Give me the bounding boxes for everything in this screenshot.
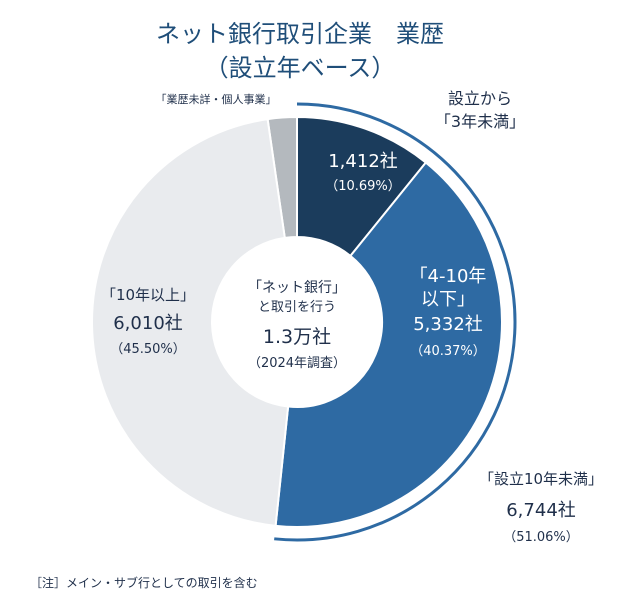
under-10-years-bracket-arc xyxy=(274,102,517,542)
value-4-10-years: 5,332社 xyxy=(413,314,483,335)
pct-under-3-years: （10.69%） xyxy=(325,179,401,194)
label-under-10-years: 「設立10年未満」 xyxy=(479,470,603,488)
chart-title-line2: （設立年ベース） xyxy=(205,54,396,82)
label-4-10-years-line1: 「4-10年 xyxy=(410,266,487,287)
center-label-line2: と取引を行う xyxy=(258,300,336,315)
donut-slices xyxy=(91,115,503,528)
label-unknown-history: 「業歴未詳・個人事業」 xyxy=(156,92,277,106)
label-under-3-years-line2: 「3年未満」 xyxy=(435,112,525,131)
pct-10-years-or-more: （45.50%） xyxy=(110,342,186,357)
footnote: ［注］メイン・サブ行としての取引を含む xyxy=(30,576,258,590)
center-survey-year: （2024年調査） xyxy=(248,356,346,371)
center-total-value: 1.3万社 xyxy=(263,326,331,348)
pct-under-10-years: （51.06%） xyxy=(503,530,579,545)
donut-hole xyxy=(212,237,382,407)
value-under-3-years: 1,412社 xyxy=(328,151,398,172)
chart-title-line1: ネット銀行取引企業 業歴 xyxy=(156,20,444,48)
pct-4-10-years: （40.37%） xyxy=(410,344,486,359)
label-4-10-years-line2: 以下」 xyxy=(421,289,475,310)
value-under-10-years: 6,744社 xyxy=(506,500,576,521)
label-under-3-years-line1: 設立から xyxy=(448,89,512,108)
center-label-line1: 「ネット銀行」 xyxy=(248,280,346,296)
label-10-years-or-more: 「10年以上」 xyxy=(101,286,195,304)
value-10-years-or-more: 6,010社 xyxy=(113,313,183,334)
